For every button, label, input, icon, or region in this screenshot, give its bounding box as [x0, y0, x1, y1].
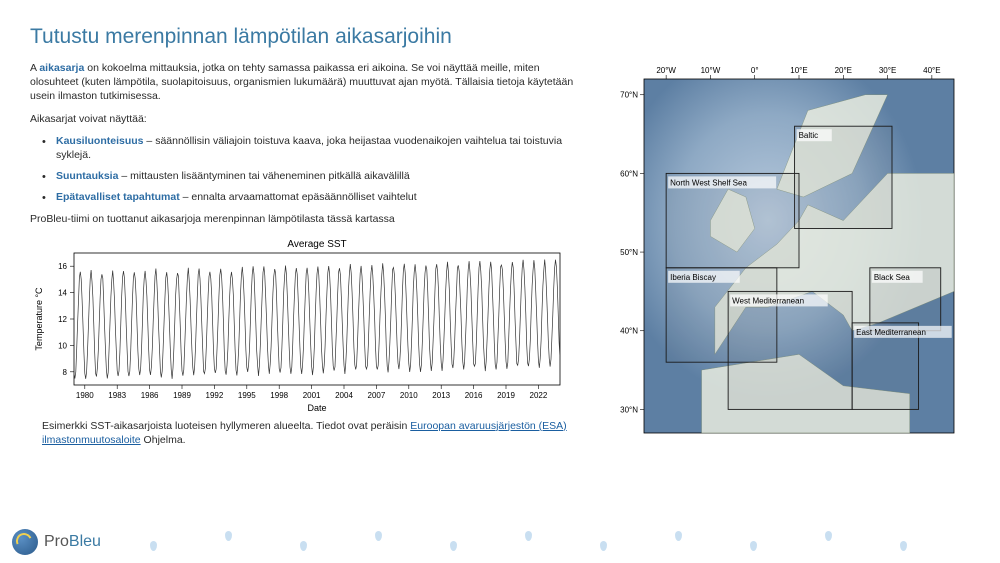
droplet-icon: [750, 541, 757, 551]
droplet-icon: [300, 541, 307, 551]
chart-svg: 1980 1983 1986 1989 1992 1995 1998 2001 2004 2007…: [30, 235, 570, 415]
svg-text:Iberia Biscay: Iberia Biscay: [670, 273, 716, 282]
svg-text:2004: 2004: [335, 391, 353, 400]
bullet-term: Kausiluonteisuus: [56, 135, 144, 147]
droplet-icon: [900, 541, 907, 551]
left-column: A aikasarja on kokoelma mittauksia, jotk…: [30, 61, 590, 447]
droplet-icon: [225, 531, 232, 541]
list-item: Kausiluonteisuus – säännöllisin väliajoi…: [42, 134, 590, 162]
svg-text:1992: 1992: [206, 391, 224, 400]
svg-text:30°N: 30°N: [620, 405, 638, 414]
svg-text:2013: 2013: [432, 391, 450, 400]
svg-text:0°: 0°: [751, 66, 759, 75]
svg-text:10°W: 10°W: [701, 66, 721, 75]
droplet-icon: [375, 531, 382, 541]
svg-text:2016: 2016: [465, 391, 483, 400]
list-item: Suuntauksia – mittausten lisääntyminen t…: [42, 169, 590, 183]
chart-intro: ProBleu-tiimi on tuottanut aikasarjoja m…: [30, 212, 590, 226]
svg-text:2010: 2010: [400, 391, 418, 400]
caption-text: Esimerkki SST-aikasarjoista luoteisen hy…: [42, 420, 410, 432]
svg-text:40°E: 40°E: [923, 66, 940, 75]
svg-text:70°N: 70°N: [620, 91, 638, 100]
svg-text:50°N: 50°N: [620, 248, 638, 257]
svg-text:1989: 1989: [173, 391, 191, 400]
caption-after: Ohjelma.: [141, 434, 186, 446]
svg-text:Temperature °C: Temperature °C: [34, 286, 44, 350]
droplet-icon: [525, 531, 532, 541]
svg-text:2007: 2007: [368, 391, 386, 400]
svg-text:16: 16: [58, 262, 67, 271]
svg-text:10°E: 10°E: [790, 66, 807, 75]
logo-pro: Pro: [44, 533, 69, 550]
svg-text:North West Shelf Sea: North West Shelf Sea: [670, 178, 747, 187]
footer-logo: ProBleu: [12, 529, 101, 555]
sst-chart: 1980 1983 1986 1989 1992 1995 1998 2001 2004 2007…: [30, 235, 570, 415]
logo-bleu: Bleu: [69, 533, 101, 550]
list-intro: Aikasarjat voivat näyttää:: [30, 112, 590, 126]
bullet-rest: – mittausten lisääntyminen tai vähenemin…: [118, 170, 409, 182]
feature-list: Kausiluonteisuus – säännöllisin väliajoi…: [30, 134, 590, 205]
right-column: 20°W 10°W 0° 10°E 20°E 30°E 40°E 70°N 60°N 50°N 40…: [610, 61, 960, 447]
svg-text:Black Sea: Black Sea: [874, 273, 911, 282]
svg-text:30°E: 30°E: [879, 66, 896, 75]
content-area: A aikasarja on kokoelma mittauksia, jotk…: [0, 61, 1000, 447]
svg-text:2019: 2019: [497, 391, 515, 400]
decorative-droplets: [150, 529, 1000, 559]
bullet-term: Suuntauksia: [56, 170, 118, 182]
svg-text:1998: 1998: [270, 391, 288, 400]
page-title: Tutustu merenpinnan lämpötilan aikasarjo…: [0, 0, 1000, 61]
list-item: Epätavalliset tapahtumat – ennalta arvaa…: [42, 190, 590, 204]
intro-paragraph: A aikasarja on kokoelma mittauksia, jotk…: [30, 61, 590, 104]
droplet-icon: [450, 541, 457, 551]
droplet-icon: [150, 541, 157, 551]
svg-text:2001: 2001: [303, 391, 321, 400]
svg-text:Baltic: Baltic: [799, 131, 819, 140]
svg-text:40°N: 40°N: [620, 327, 638, 336]
chart-caption: Esimerkki SST-aikasarjoista luoteisen hy…: [30, 419, 590, 447]
svg-text:60°N: 60°N: [620, 169, 638, 178]
svg-text:14: 14: [58, 288, 67, 297]
svg-text:Average SST: Average SST: [287, 239, 346, 250]
svg-text:East Mediterranean: East Mediterranean: [856, 328, 926, 337]
svg-text:12: 12: [58, 315, 67, 324]
svg-text:20°E: 20°E: [835, 66, 852, 75]
bullet-rest: – ennalta arvaamattomat epäsäännölliset …: [180, 191, 417, 203]
term-aikasarja: aikasarja: [39, 62, 84, 74]
logo-text: ProBleu: [44, 533, 101, 551]
svg-text:2022: 2022: [530, 391, 548, 400]
droplet-icon: [600, 541, 607, 551]
droplet-icon: [675, 531, 682, 541]
svg-text:1995: 1995: [238, 391, 256, 400]
svg-text:Date: Date: [307, 403, 326, 413]
probleu-icon: [12, 529, 38, 555]
svg-text:10: 10: [58, 341, 67, 350]
svg-text:1983: 1983: [108, 391, 126, 400]
europe-map: 20°W 10°W 0° 10°E 20°E 30°E 40°E 70°N 60°N 50°N 40…: [610, 61, 960, 441]
droplet-icon: [825, 531, 832, 541]
intro-rest: on kokoelma mittauksia, jotka on tehty s…: [30, 62, 573, 102]
bullet-term: Epätavalliset tapahtumat: [56, 191, 180, 203]
svg-text:20°W: 20°W: [656, 66, 676, 75]
svg-text:West Mediterranean: West Mediterranean: [732, 296, 804, 305]
svg-text:1980: 1980: [76, 391, 94, 400]
svg-text:1986: 1986: [141, 391, 159, 400]
svg-text:8: 8: [63, 367, 68, 376]
intro-prefix: A: [30, 62, 39, 74]
